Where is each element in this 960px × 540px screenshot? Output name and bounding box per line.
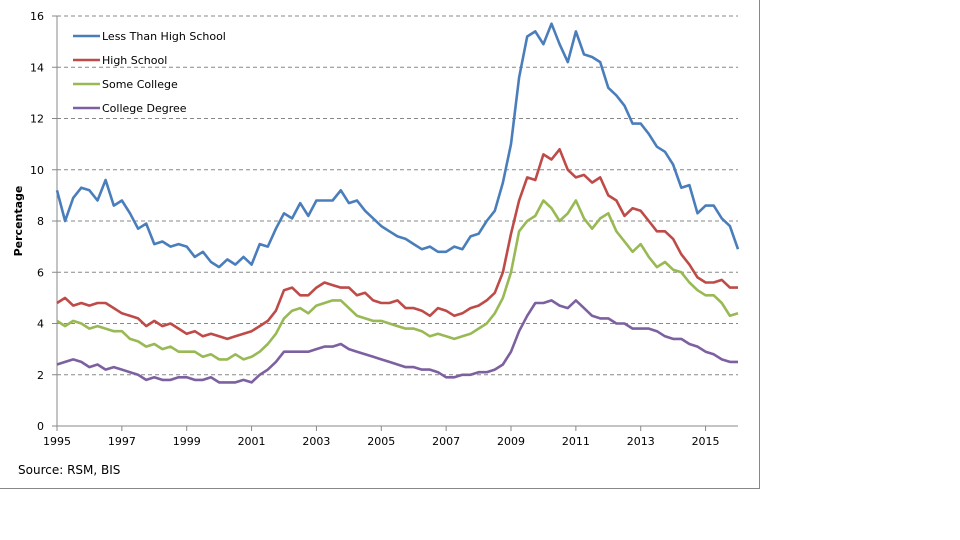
series-line-less-than-high-school [55, 22, 740, 269]
y-tick-label: 10 [30, 164, 44, 177]
legend-label: Less Than High School [102, 30, 226, 43]
source-note: Source: RSM, BIS [18, 463, 121, 477]
tick-labels: 0 2 4 6 8 10 12 14 16 1995 1997 1999 2001 2003 2005 200… [30, 10, 720, 448]
x-tick-label: 2013 [627, 435, 655, 448]
x-tick-label: 1997 [108, 435, 136, 448]
x-tick-label: 1995 [43, 435, 71, 448]
y-tick-label: 8 [37, 215, 44, 228]
x-tick-label: 2005 [367, 435, 395, 448]
line-chart: 0 2 4 6 8 10 12 14 16 1995 1997 1999 2001 2003 2005 200… [12, 10, 740, 448]
series-lines [55, 22, 740, 384]
series-line-high-school [56, 148, 738, 341]
x-tick-label: 2007 [432, 435, 460, 448]
chart-frame [0, 0, 760, 489]
axes [52, 15, 738, 431]
x-tick-label: 2015 [692, 435, 720, 448]
series-line-college-degree [56, 299, 738, 384]
y-tick-label: 0 [37, 420, 44, 433]
y-tick-label: 4 [37, 318, 44, 331]
x-tick-label: 2003 [302, 435, 330, 448]
y-tick-label: 6 [37, 266, 44, 279]
gridlines [57, 15, 738, 376]
y-axis-label: Percentage [12, 186, 25, 257]
legend-label: High School [102, 54, 167, 67]
y-tick-label: 2 [37, 369, 44, 382]
x-tick-label: 2011 [562, 435, 590, 448]
x-tick-label: 2009 [497, 435, 525, 448]
legend-label: College Degree [102, 102, 187, 115]
y-tick-label: 16 [30, 10, 44, 23]
y-tick-label: 14 [30, 61, 44, 74]
x-tick-label: 1999 [173, 435, 201, 448]
legend: Less Than High School High School Some Col… [73, 30, 226, 115]
y-tick-label: 12 [30, 113, 44, 126]
legend-label: Some College [102, 78, 178, 91]
x-tick-label: 2001 [238, 435, 266, 448]
series-line-some-college [56, 199, 739, 361]
